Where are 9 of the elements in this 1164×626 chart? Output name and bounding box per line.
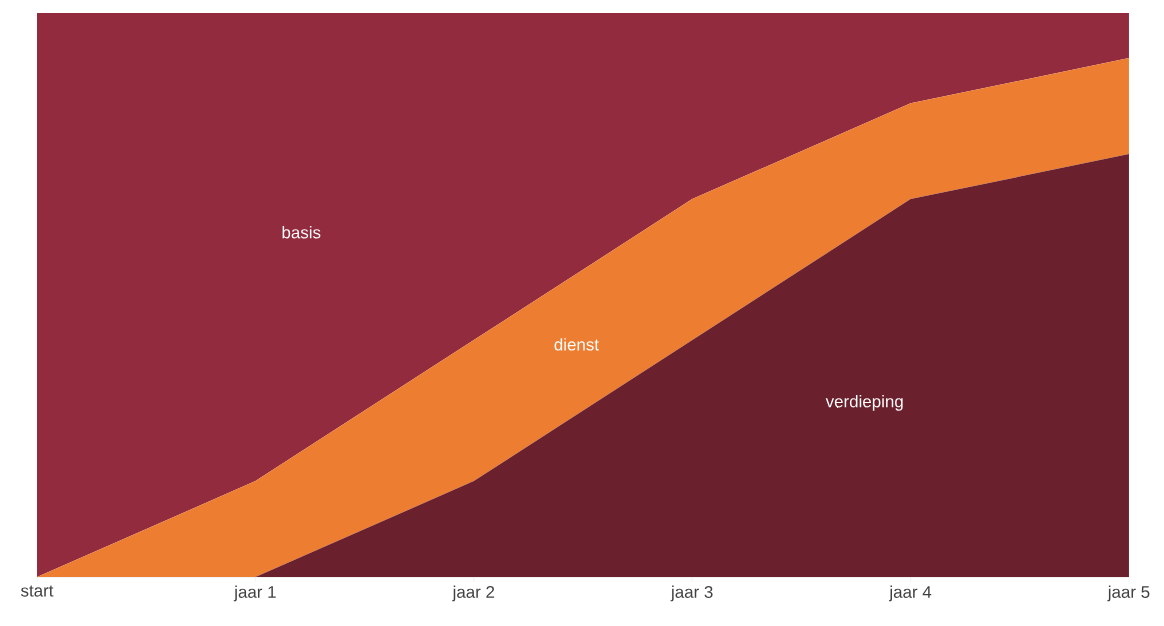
x-tick-label: start xyxy=(21,585,54,597)
x-tick-label: jaar 5 xyxy=(1107,585,1150,602)
series-label: dienst xyxy=(554,338,599,351)
x-tick-label: jaar 1 xyxy=(233,585,276,602)
x-tick-label: jaar 4 xyxy=(888,585,932,602)
x-tick-label: jaar 2 xyxy=(452,585,495,602)
series-label: verdieping xyxy=(825,394,903,411)
series-label: basis xyxy=(282,226,321,239)
x-tick-label: jaar 3 xyxy=(670,585,713,602)
